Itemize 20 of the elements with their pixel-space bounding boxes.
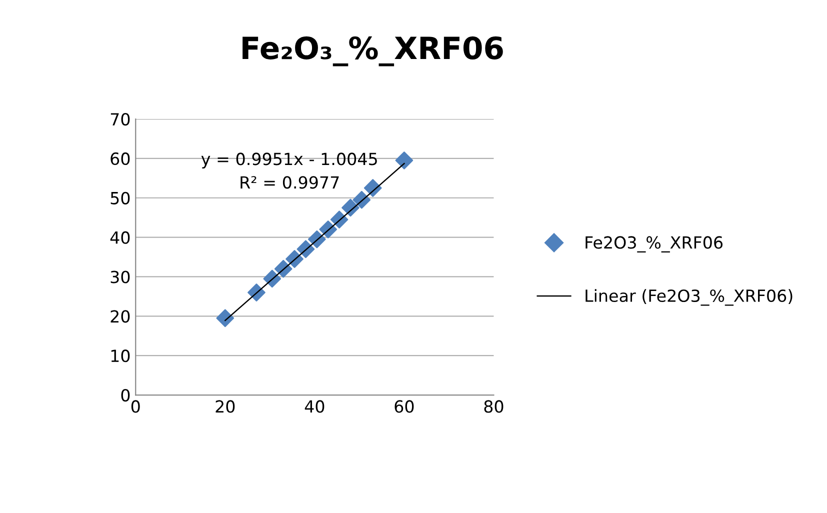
y-tick-label: 30 xyxy=(110,270,130,284)
annotation: R² = 0.9977 xyxy=(240,176,339,189)
x-tick-label: 20 xyxy=(216,400,235,413)
point xyxy=(395,152,414,170)
y-tick-label: 40 xyxy=(110,231,130,244)
legend-label: Linear (Fe2O3_%_XRF06) xyxy=(586,289,792,306)
point xyxy=(216,309,234,328)
x-tick-label: 0 xyxy=(131,400,140,413)
x-tick-label: 60 xyxy=(394,400,414,413)
annotation: y = 0.9951x - 1.0045 xyxy=(201,152,377,168)
x-tick-label: 80 xyxy=(484,400,504,413)
chart-title: Fe₂O₃_%_XRF06 xyxy=(242,36,503,66)
y-tick-label: 60 xyxy=(110,152,130,166)
y-tick-label: 70 xyxy=(110,112,130,126)
y-tick-label: 10 xyxy=(111,350,130,362)
legend-label: Fe2O3_%_XRF06 xyxy=(586,236,723,252)
y-tick-label: 20 xyxy=(110,310,130,323)
x-tick-label: 40 xyxy=(304,400,324,413)
y-tick-label: 50 xyxy=(110,192,130,204)
y-tick-label: 0 xyxy=(121,388,130,402)
